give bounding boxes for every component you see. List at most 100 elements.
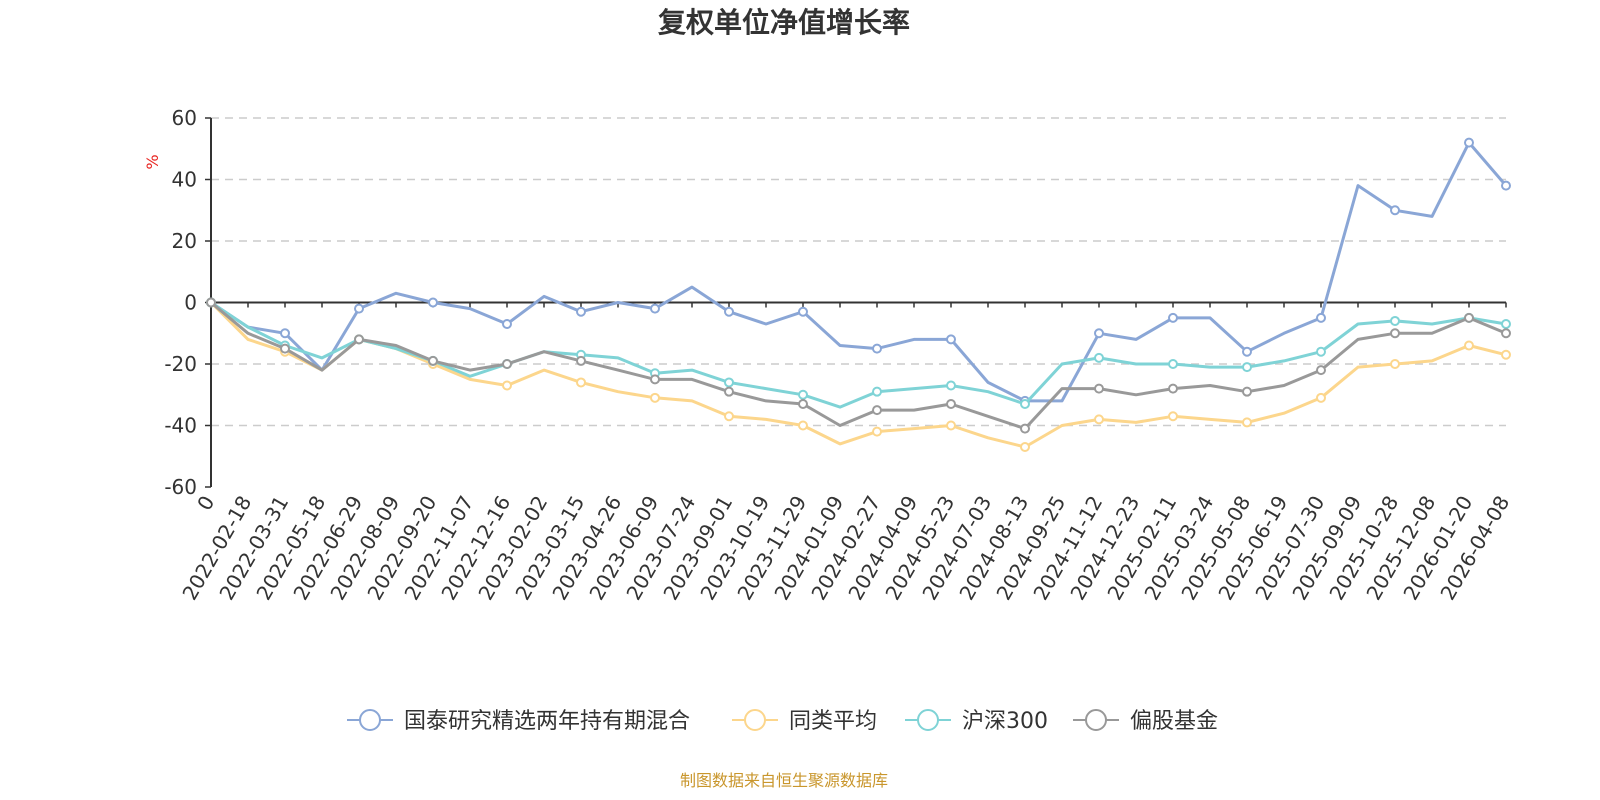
legend-item: 偏股基金 [1073, 709, 1218, 734]
data-point [280, 328, 290, 339]
y-tick-label: -40 [164, 414, 197, 438]
data-point [1094, 328, 1104, 339]
data-point [946, 334, 956, 345]
data-point [946, 420, 956, 431]
data-point [1501, 349, 1511, 360]
data-point [872, 386, 882, 397]
legend-item: 国泰研究精选两年持有期混合 [347, 709, 690, 734]
data-point [1020, 398, 1030, 409]
legend-label: 沪深300 [962, 709, 1048, 734]
y-axis-unit: % [143, 154, 162, 169]
legend-label: 偏股基金 [1130, 709, 1218, 734]
y-tick-label: -60 [164, 475, 197, 499]
data-point [1390, 315, 1400, 326]
data-point [1242, 386, 1252, 397]
legend-item: 同类平均 [732, 709, 877, 734]
data-point [1316, 392, 1326, 403]
series-group [206, 137, 1511, 406]
data-point [650, 374, 660, 385]
data-point [354, 303, 364, 314]
data-point [1464, 312, 1474, 323]
x-tick-labels: 02022-02-182022-03-312022-05-182022-06-2… [177, 492, 1514, 605]
data-point [576, 306, 586, 317]
series-line [210, 141, 1508, 403]
y-tick-labels: 60 40 20 0 -20 -40 -60 [164, 106, 197, 499]
data-point [1020, 423, 1030, 434]
y-tick-label: 20 [172, 229, 197, 253]
legend-label: 国泰研究精选两年持有期混合 [404, 709, 690, 734]
series-line [210, 301, 1507, 409]
data-point [650, 392, 660, 403]
data-point [428, 297, 438, 308]
legend-swatch-marker [1085, 709, 1107, 731]
data-point [502, 359, 512, 369]
data-point [428, 355, 438, 366]
series-group [206, 297, 1511, 453]
data-point [1242, 362, 1252, 373]
data-point [1390, 328, 1400, 339]
data-point [502, 380, 512, 391]
data-point [1168, 312, 1178, 323]
data-point [1094, 414, 1104, 425]
legend-swatch-marker [359, 709, 381, 731]
data-point [798, 420, 808, 431]
data-point [1020, 442, 1030, 453]
series-line [210, 301, 1507, 431]
series-lines [206, 137, 1511, 453]
series-group [206, 297, 1511, 409]
legend-item: 沪深300 [905, 709, 1048, 734]
data-point [1316, 365, 1326, 376]
data-point [1242, 346, 1252, 357]
data-point [724, 411, 734, 422]
legend: 国泰研究精选两年持有期混合 同类平均 沪深300 偏股基金 [347, 709, 1218, 734]
y-tick-label: 40 [172, 168, 197, 192]
data-point [1390, 205, 1400, 216]
data-point [206, 297, 216, 308]
data-point [576, 355, 586, 366]
data-point [1501, 319, 1511, 330]
data-point [1316, 312, 1326, 323]
data-point [502, 319, 512, 330]
legend-swatch-marker [744, 709, 766, 731]
data-point [1316, 346, 1326, 357]
y-tick-label: 60 [172, 106, 197, 130]
data-point [1501, 180, 1511, 191]
data-point [872, 405, 882, 416]
axes [205, 117, 1507, 488]
data-point [1094, 383, 1104, 394]
data-point [1501, 328, 1511, 339]
data-point [354, 334, 364, 345]
data-point [1094, 352, 1104, 363]
data-point [1242, 417, 1252, 428]
data-point [724, 306, 734, 317]
data-point [798, 306, 808, 317]
data-point [1168, 359, 1178, 369]
data-point [724, 377, 734, 388]
data-point [946, 380, 956, 391]
legend-label: 同类平均 [789, 709, 877, 734]
legend-swatch-marker [917, 709, 939, 731]
data-point [576, 377, 586, 388]
source-note: 制图数据来自恒生聚源数据库 [680, 771, 888, 790]
data-point [872, 426, 882, 437]
data-point [1168, 383, 1178, 394]
data-point [1390, 359, 1400, 369]
data-point [946, 398, 956, 409]
data-point [1464, 137, 1474, 148]
data-point [872, 343, 882, 354]
data-point [1168, 411, 1178, 422]
y-tick-label: -20 [164, 352, 197, 376]
data-point [798, 389, 808, 400]
x-tick-label: 0 [192, 492, 219, 515]
chart-title: 复权单位净值增长率 [658, 6, 910, 39]
data-point [650, 303, 660, 314]
series-line [209, 301, 1507, 449]
data-point [280, 343, 290, 354]
grid-lines [211, 117, 1506, 427]
series-group [206, 297, 1511, 434]
data-point [798, 398, 808, 409]
data-point [1464, 340, 1474, 351]
y-tick-label: 0 [184, 291, 197, 315]
data-point [724, 386, 734, 397]
